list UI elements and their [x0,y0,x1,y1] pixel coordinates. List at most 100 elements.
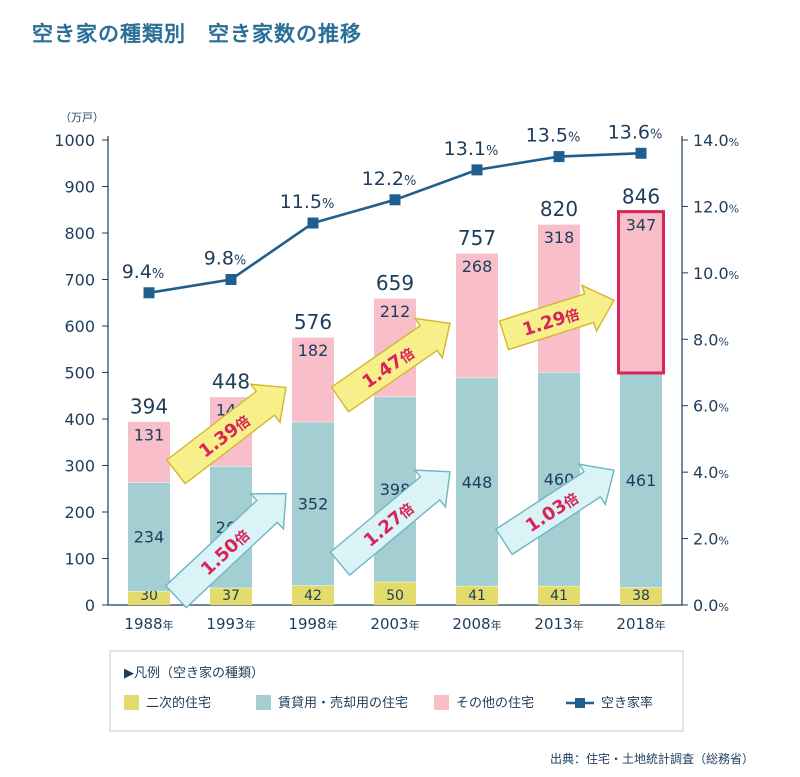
growth-arrow-shape [330,317,451,413]
bar-value-label: 234 [134,528,165,547]
bar-segment [128,421,170,483]
y-left-tick-label: 400 [64,410,95,429]
vacancy-rate-marker [225,274,237,285]
vacancy-rate-marker [471,164,483,176]
bar-segment [292,585,334,605]
y-left-tick-label: 100 [64,550,95,569]
highlight-box [617,210,665,375]
bar-value-label: 448 [462,473,493,492]
bar-total-label: 448 [212,370,250,394]
y-right-tick-label: 4.0% [693,463,729,482]
y-left-tick-label: 500 [64,364,95,383]
vacancy-rate-label: 11.5% [280,191,335,213]
y-left-tick-label: 200 [64,503,95,522]
vacancy-rate-marker [553,151,565,163]
legend-item-label: 賃貸用・売却用の住宅 [278,695,408,711]
legend-swatch [124,695,139,710]
bar-value-label: 212 [380,302,411,321]
y-left-tick-label: 0 [85,596,95,615]
bar-segment [292,421,334,586]
y-right-tick-label: 0.0% [693,596,729,615]
growth-arrow-shape [494,463,615,556]
legend-box [109,650,684,732]
growth-arrow: 1.27倍 [329,469,451,577]
vacancy-rate-label: 12.2% [362,168,417,190]
x-tick-label: 2013年 [534,615,583,633]
bar-value-label: 461 [626,471,657,490]
bar-value-label: 38 [632,588,650,604]
bar-segment [374,581,416,605]
growth-arrow-shape [498,283,615,351]
y-right-tick-label: 14.0% [693,131,739,150]
bar-value-label: 131 [134,425,165,444]
legend-title: ▶凡例（空き家の種類） [124,665,264,681]
vacancy-rate-label: 9.4% [122,261,165,283]
growth-arrow-shape [329,469,451,577]
line-series: 9.4% 9.8% 11.5% 12.2% 13.1% 13.5% 13.6% [122,121,663,299]
x-tick-label: 1993年 [206,615,255,633]
growth-arrow-shape [165,383,287,485]
bar-value-label: 50 [386,588,404,604]
vacancy-rate-marker [635,147,647,159]
axes: （万戸） 0 100 200 300 400 500 600 700 800 900 1000 0.0%… [54,111,739,633]
vacancy-rate-label: 13.5% [526,125,581,147]
y-left-tick-label: 800 [64,224,95,243]
legend-swatch [434,695,449,710]
legend-item-label: 空き家率 [601,695,653,711]
growth-arrow-shape [164,492,287,609]
y-right-tick-label: 8.0% [693,330,729,349]
bar-value-label: 352 [298,495,329,514]
vacancy-rate-marker [389,194,401,206]
y-right-tick-label: 12.0% [693,197,739,216]
bar-total-label: 659 [376,271,414,295]
x-tick-label: 2008年 [452,615,501,633]
bar-value-label: 42 [304,588,322,604]
bar-segment [456,377,498,586]
y-left-unit: （万戸） [60,111,104,124]
bar-segment [620,587,662,605]
bar-segment [210,587,252,605]
x-tick-label: 2018年 [616,615,665,633]
bar-segment [128,591,170,605]
source-note: 出典：住宅・土地統計調査（総務省） [549,752,754,766]
y-right-tick-label: 2.0% [693,530,729,549]
y-left-tick-label: 300 [64,457,95,476]
bar-total-label: 846 [622,185,660,209]
bar-value-label: 268 [462,257,493,276]
bar-value-label: 41 [550,588,568,604]
bar-value-label: 41 [468,588,486,604]
vacancy-rate-label: 9.8% [204,248,247,270]
vacancy-rate-label: 13.1% [444,138,499,160]
bar-value-label: 318 [544,228,575,247]
y-left-tick-label: 900 [64,178,95,197]
bar-total-label: 394 [130,394,168,418]
bar-total-label: 576 [294,310,332,334]
vacancy-rate-marker [307,217,319,229]
bar-value-label: 30 [140,588,158,604]
bar-total-label: 757 [458,226,496,250]
page-title: 空き家の種類別 空き家数の推移 [32,22,362,46]
bar-value-label: 182 [298,341,329,360]
bar-segment [620,211,662,373]
bar-segment [538,585,580,605]
vacancy-rate-label: 13.6% [608,121,663,143]
legend: ▶凡例（空き家の種類） 二次的住宅 賃貸用・売却用の住宅 その他の住宅 空き家率 [109,650,684,732]
growth-arrow: 1.29倍 [498,283,615,351]
legend-swatch [256,695,271,710]
legend-marker-swatch [575,698,585,708]
y-left-tick-label: 600 [64,317,95,336]
vacancy-rate-marker [143,287,155,299]
y-left-tick-label: 700 [64,271,95,290]
bar-total-label: 820 [540,197,578,221]
bar-segment [456,585,498,605]
bar-segment [620,372,662,588]
y-left-tick-label: 1000 [54,131,95,150]
x-tick-label: 1988年 [124,615,173,633]
bar-segment [456,252,498,378]
y-right-tick-label: 10.0% [693,264,739,283]
x-tick-label: 2003年 [370,615,419,633]
legend-item-label: 二次的住宅 [146,695,211,711]
bar-value-label: 37 [222,588,240,604]
bar-segment [128,482,170,592]
